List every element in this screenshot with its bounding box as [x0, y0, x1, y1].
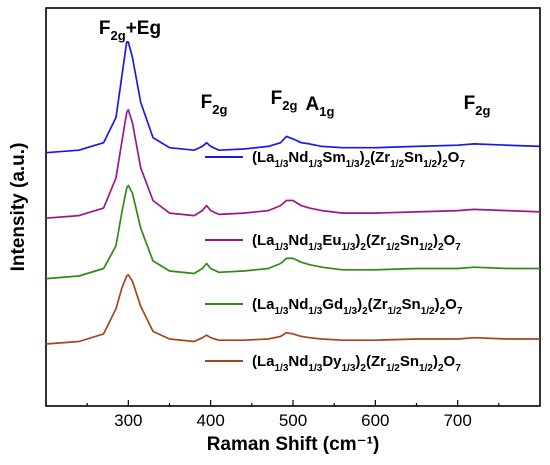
- x-tick-label: 700: [443, 411, 471, 430]
- y-axis-title: Intensity (a.u.): [8, 143, 29, 272]
- legend: (La1/3Nd1/3Sm1/3)2(Zr1/2Sn1/2)2O7 (La1/3N…: [205, 149, 465, 374]
- series-line-1: [45, 41, 541, 154]
- x-tick-label: 600: [361, 411, 389, 430]
- legend-label-3: (La1/3Nd1/3Gd1/3)2(Zr1/2Sn1/2)2O7: [252, 296, 463, 317]
- series-line-3: [45, 184, 540, 280]
- x-axis-ticks: [86, 400, 500, 406]
- legend-label-1: (La1/3Nd1/3Sm1/3)2(Zr1/2Sn1/2)2O7: [252, 149, 465, 170]
- series-line-2: [45, 109, 541, 220]
- spectra-lines: [45, 41, 541, 345]
- x-tick-label: 500: [279, 411, 307, 430]
- peak-label-5: F2g: [464, 93, 491, 118]
- peak-label-2: F2g: [201, 92, 228, 117]
- peak-label-4: A1g: [306, 94, 335, 119]
- plot-frame: [45, 7, 541, 407]
- peak-label-3: F2g: [271, 88, 298, 113]
- series-line-4: [45, 273, 540, 345]
- peak-labels: F2g+Eg F2g F2g A1g F2g: [99, 18, 491, 119]
- x-tick-label: 400: [196, 411, 224, 430]
- x-axis-title: Raman Shift (cm⁻¹): [207, 434, 380, 455]
- x-tick-label: 300: [114, 411, 142, 430]
- legend-label-2: (La1/3Nd1/3Eu1/3)2(Zr1/2Sn1/2)2O7: [252, 232, 461, 253]
- peak-label-1: F2g+Eg: [99, 18, 161, 43]
- legend-label-4: (La1/3Nd1/3Dy1/3)2(Zr1/2Sn1/2)2O7: [252, 353, 461, 374]
- x-axis-tick-labels: 300 400 500 600 700: [114, 411, 472, 430]
